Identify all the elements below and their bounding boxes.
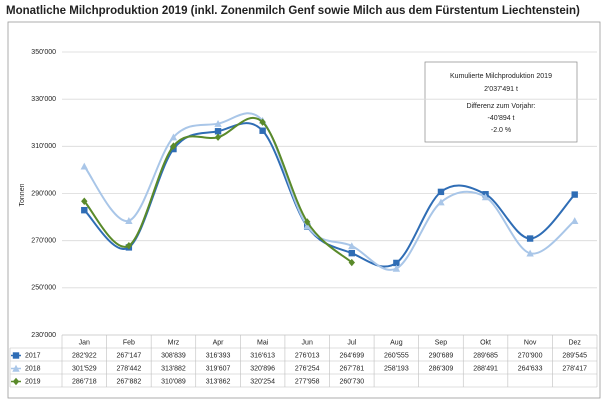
annotation: Differenz zum Vorjahr: — [466, 103, 535, 110]
x-tick-label: Okt — [480, 339, 491, 346]
y-tick-label: 250'000 — [31, 285, 56, 292]
x-tick-label: Jun — [302, 339, 313, 346]
marker — [80, 162, 88, 170]
marker — [571, 191, 578, 198]
marker — [392, 264, 401, 272]
marker — [348, 249, 355, 257]
marker — [170, 142, 177, 150]
table-value: 278'417 — [562, 365, 587, 372]
chart-title: Monatliche Milchproduktion 2019 (inkl. Z… — [6, 5, 580, 17]
marker — [81, 206, 88, 214]
x-tick-label: Mrz — [168, 339, 180, 346]
table-value: 308'839 — [161, 352, 186, 359]
table-value: 301'529 — [72, 365, 97, 372]
table-value: 267'781 — [339, 365, 364, 372]
annotation: 2'037'491 t — [484, 86, 518, 93]
x-tick-label: Jan — [79, 339, 90, 346]
table-value: 316'613 — [250, 352, 275, 359]
x-tick-label: Apr — [213, 339, 225, 346]
table-value: 260'555 — [384, 352, 409, 359]
table-value: 320'254 — [250, 378, 275, 385]
series — [81, 116, 355, 267]
marker — [481, 193, 490, 201]
y-tick-label: 330'000 — [31, 96, 56, 103]
table-value: 313'862 — [206, 378, 231, 385]
table-value: 288'491 — [473, 365, 498, 372]
table-value: 267'147 — [117, 352, 142, 359]
table-value: 290'689 — [429, 352, 454, 359]
table-value: 286'309 — [429, 365, 454, 372]
marker — [393, 259, 400, 267]
table-value: 286'718 — [72, 378, 97, 385]
table-value: 264'699 — [339, 352, 364, 359]
x-tick-label: Nov — [524, 339, 537, 346]
marker — [526, 235, 534, 242]
y-tick-label: 270'000 — [31, 238, 56, 245]
marker — [214, 133, 222, 141]
y-tick-label: 230'000 — [31, 332, 56, 339]
series-line — [83, 122, 576, 268]
marker — [259, 118, 266, 126]
table-value: 267'882 — [117, 378, 142, 385]
chart-frame — [7, 21, 601, 399]
table-value: 276'254 — [295, 365, 320, 372]
y-axis-label: Tonnen — [19, 183, 26, 206]
marker — [303, 222, 311, 230]
x-tick-label: Feb — [123, 339, 135, 346]
y-tick-label: 290'000 — [31, 190, 56, 197]
series — [80, 112, 579, 272]
legend-label: 2019 — [25, 378, 41, 385]
annotation: -2.0 % — [491, 127, 511, 134]
table-value: 313'882 — [161, 365, 186, 372]
y-tick-label: 350'000 — [31, 49, 56, 56]
table-value: 276'013 — [295, 352, 320, 359]
table-value: 277'958 — [295, 378, 320, 385]
annotation: Kumulierte Milchproduktion 2019 — [450, 73, 552, 80]
table-value: 264'633 — [518, 365, 543, 372]
table-value: 289'685 — [473, 352, 498, 359]
legend-label: 2017 — [25, 352, 41, 359]
table-value: 319'607 — [206, 365, 231, 372]
x-tick-label: Jul — [347, 339, 356, 346]
marker — [125, 217, 133, 224]
table-value: 282'922 — [72, 352, 97, 359]
x-tick-label: Aug — [390, 339, 403, 346]
marker — [214, 128, 222, 135]
table-value: 278'442 — [117, 365, 142, 372]
marker — [348, 258, 355, 267]
marker — [437, 198, 445, 206]
x-tick-label: Sep — [435, 339, 448, 346]
x-tick-label: Mai — [257, 339, 269, 346]
legend-label: 2018 — [25, 365, 41, 372]
table-value: 316'393 — [206, 352, 231, 359]
marker — [437, 188, 445, 196]
marker — [304, 218, 311, 226]
table-value: 320'896 — [250, 365, 275, 372]
marker — [526, 249, 534, 257]
marker — [348, 242, 356, 250]
x-tick-label: Dez — [568, 339, 581, 346]
table-value: 258'193 — [384, 365, 409, 372]
marker — [169, 133, 178, 141]
table-value: 260'730 — [339, 378, 364, 385]
table-value: 289'545 — [562, 352, 587, 359]
annotation: -40'894 t — [487, 115, 514, 122]
table-value: 270'900 — [518, 352, 543, 359]
marker — [571, 217, 579, 225]
annotation-box — [424, 61, 578, 143]
marker — [81, 197, 88, 205]
marker — [214, 119, 222, 127]
table-value: 310'089 — [161, 378, 186, 385]
marker — [125, 241, 133, 250]
marker — [259, 127, 266, 134]
y-tick-label: 310'000 — [31, 143, 56, 150]
